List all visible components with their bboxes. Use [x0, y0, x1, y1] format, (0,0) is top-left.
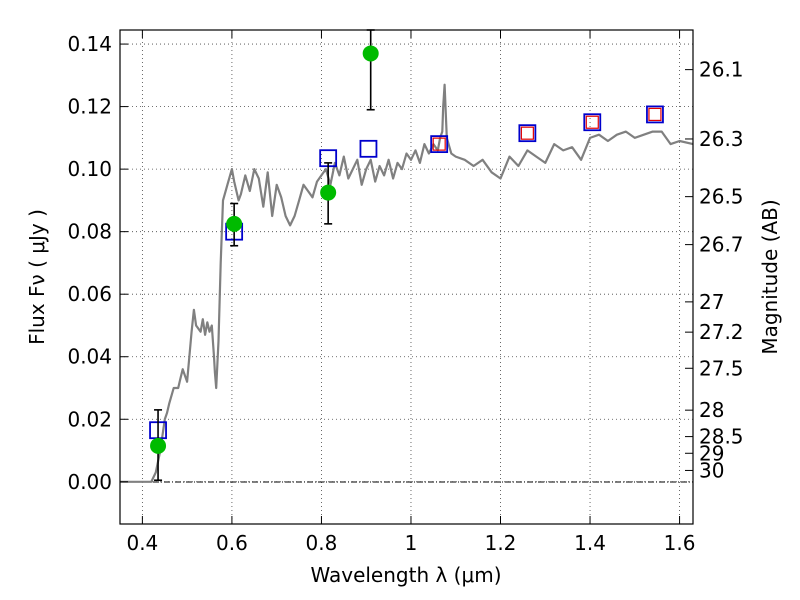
mag-tick-label: 27.5: [699, 356, 744, 380]
mag-tick-label: 26.1: [699, 58, 744, 82]
observed-flux-point: [226, 215, 243, 232]
model-band-flux-inner-marker: [432, 137, 446, 151]
x-tick-label: 1: [405, 531, 418, 555]
y-tick-label: 0.14: [67, 32, 112, 56]
x-tick-label: 0.4: [126, 531, 158, 555]
model-band-flux-marker: [646, 105, 664, 124]
sed-model-line: [120, 83, 694, 483]
model-band-flux-marker: [583, 113, 602, 132]
x-tick-label: 1.2: [485, 531, 517, 555]
plot-frame: [119, 29, 694, 525]
mag-tick-label: 27: [699, 290, 724, 314]
x-axis-label: Wavelength λ (μm): [310, 563, 501, 587]
y-tick-label: 0.10: [67, 157, 112, 181]
model-band-flux-marker: [359, 139, 378, 158]
x-tick-label: 0.8: [306, 531, 338, 555]
mag-tick-label: 28: [699, 398, 724, 422]
y-tick-label: 0.00: [67, 470, 112, 494]
observed-flux-point: [362, 45, 379, 62]
mag-tick-label: 26.3: [699, 127, 744, 151]
x-tick-label: 0.6: [216, 531, 248, 555]
y-tick-label: 0.04: [67, 345, 112, 369]
ticks: 0.00 0.02 0.04 0.06 0.08 0.10 0.12 0.14 0.4 0.6 0.…: [67, 30, 744, 555]
data-layer: [120, 29, 694, 483]
model-band-flux-inner-marker: [520, 126, 534, 140]
y-axis-label-right: Magnitude (AB): [758, 199, 782, 354]
x-tick-label: 1.6: [664, 531, 696, 555]
observed-flux-point: [150, 437, 167, 454]
y-tick-label: 0.12: [67, 95, 112, 119]
mag-tick-label: 29: [699, 441, 724, 465]
mag-tick-label: 26.7: [699, 233, 744, 257]
mag-tick-label: 30: [699, 458, 724, 482]
y-tick-label: 0.02: [67, 407, 112, 431]
mag-tick-label: 27.2: [699, 320, 744, 344]
grid: [120, 30, 693, 524]
y-tick-label: 0.06: [67, 282, 112, 306]
mag-tick-label: 28.5: [699, 425, 744, 449]
x-tick-label: 1.4: [574, 531, 606, 555]
mag-tick-label: 26.5: [699, 185, 744, 209]
model-band-flux-marker: [430, 135, 449, 154]
y-tick-label: 0.08: [67, 220, 112, 244]
model-band-flux-inner-marker: [585, 115, 599, 129]
observed-flux-point: [320, 184, 337, 201]
model-band-flux-inner-marker: [648, 107, 662, 122]
y-axis-label-left: Flux Fν ( μJy ): [25, 209, 49, 345]
model-band-flux-marker: [518, 124, 537, 143]
